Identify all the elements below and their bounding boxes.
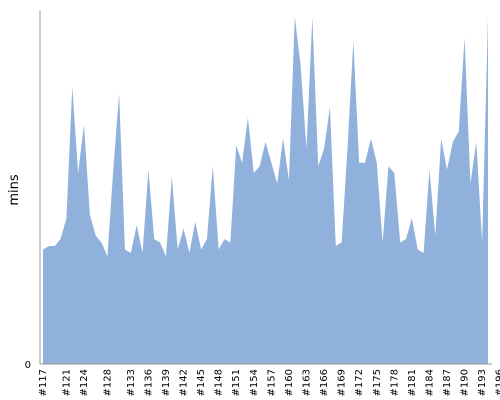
x-tick-layer: #117 #121 #124 #128 #133 #136 #139 #142 #145 #148… bbox=[38, 369, 500, 396]
x-tick-label: #172 bbox=[354, 369, 365, 396]
x-tick-label: #142 bbox=[179, 369, 190, 396]
x-tick-label: #139 bbox=[161, 369, 172, 396]
x-tick-label: #124 bbox=[79, 369, 90, 396]
x-tick-label: #163 bbox=[301, 369, 312, 396]
x-tick-label: #184 bbox=[424, 369, 435, 396]
area-series bbox=[43, 17, 488, 364]
axis-layer bbox=[39, 10, 492, 365]
y-tick-label: 0 bbox=[25, 360, 31, 371]
x-tick-label: #169 bbox=[337, 369, 348, 396]
y-axis-title: mins bbox=[7, 174, 22, 206]
x-tick-label: #133 bbox=[126, 369, 137, 396]
x-tick-label: #196 bbox=[495, 369, 500, 396]
area-layer bbox=[43, 17, 488, 364]
x-tick-label: #136 bbox=[143, 369, 154, 396]
x-tick-label: #160 bbox=[284, 369, 295, 396]
x-tick-label: #154 bbox=[249, 369, 260, 396]
x-tick-label: #193 bbox=[477, 369, 488, 396]
x-tick-label: #117 bbox=[38, 369, 49, 396]
x-tick-label: #145 bbox=[196, 369, 207, 396]
x-tick-label: #175 bbox=[372, 369, 383, 396]
x-tick-label: #157 bbox=[266, 369, 277, 396]
x-tick-label: #151 bbox=[231, 369, 242, 396]
x-tick-label: #121 bbox=[61, 369, 72, 396]
x-tick-label: #128 bbox=[102, 369, 113, 396]
x-tick-label: #178 bbox=[389, 369, 400, 396]
x-tick-label: #190 bbox=[460, 369, 471, 396]
x-tick-label: #148 bbox=[214, 369, 225, 396]
x-tick-label: #187 bbox=[442, 369, 453, 396]
x-tick-label: #181 bbox=[407, 369, 418, 396]
x-tick-label: #166 bbox=[319, 369, 330, 396]
